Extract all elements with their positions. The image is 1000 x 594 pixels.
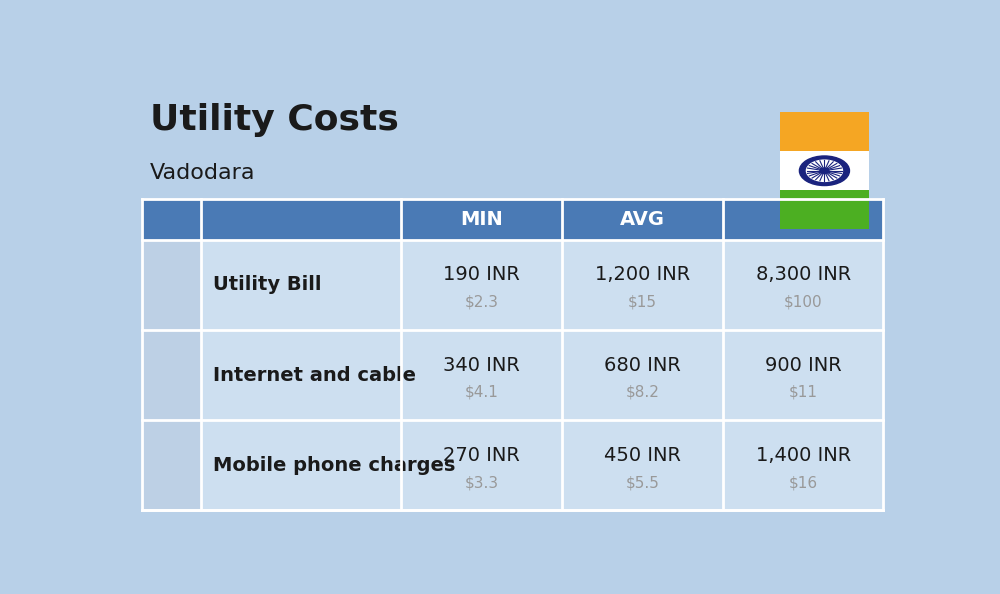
Text: $2.3: $2.3 <box>465 295 499 309</box>
Bar <box>562 200 723 240</box>
Bar <box>723 330 884 420</box>
Text: MIN: MIN <box>460 210 503 229</box>
Bar <box>562 420 723 510</box>
Text: 450 INR: 450 INR <box>604 446 681 465</box>
Text: 900 INR: 900 INR <box>765 356 842 374</box>
Text: $8.2: $8.2 <box>626 385 659 400</box>
Circle shape <box>799 156 849 185</box>
Text: $100: $100 <box>784 295 823 309</box>
Text: 270 INR: 270 INR <box>443 446 520 465</box>
Bar <box>780 112 869 151</box>
Bar <box>142 200 201 240</box>
Circle shape <box>806 160 842 181</box>
Bar <box>201 200 401 240</box>
Bar <box>201 240 401 330</box>
Text: 190 INR: 190 INR <box>443 266 520 285</box>
Bar <box>401 200 562 240</box>
Text: 680 INR: 680 INR <box>604 356 681 374</box>
Circle shape <box>820 168 829 173</box>
Bar <box>142 420 201 510</box>
Bar <box>142 330 201 420</box>
Bar <box>723 240 884 330</box>
Text: MAX: MAX <box>779 210 828 229</box>
Text: Utility Bill: Utility Bill <box>213 276 321 295</box>
Bar <box>401 330 562 420</box>
Bar <box>562 240 723 330</box>
Text: AVG: AVG <box>620 210 665 229</box>
Text: Utility Costs: Utility Costs <box>150 103 399 137</box>
Text: 1,200 INR: 1,200 INR <box>595 266 690 285</box>
Bar <box>401 420 562 510</box>
Text: Vadodara: Vadodara <box>150 163 255 183</box>
Text: $16: $16 <box>789 475 818 490</box>
Bar <box>142 240 201 330</box>
Text: $3.3: $3.3 <box>465 475 499 490</box>
Text: 1,400 INR: 1,400 INR <box>756 446 851 465</box>
Text: 8,300 INR: 8,300 INR <box>756 266 851 285</box>
Bar <box>562 330 723 420</box>
Bar <box>201 420 401 510</box>
Text: 340 INR: 340 INR <box>443 356 520 374</box>
Text: $11: $11 <box>789 385 818 400</box>
Bar <box>201 330 401 420</box>
Bar <box>401 240 562 330</box>
Bar <box>780 190 869 229</box>
Text: $15: $15 <box>628 295 657 309</box>
Bar <box>780 151 869 190</box>
Bar <box>723 200 884 240</box>
Bar <box>723 420 884 510</box>
Text: Mobile phone charges: Mobile phone charges <box>213 456 455 475</box>
Text: $5.5: $5.5 <box>626 475 659 490</box>
Text: $4.1: $4.1 <box>465 385 499 400</box>
Text: Internet and cable: Internet and cable <box>213 365 416 384</box>
